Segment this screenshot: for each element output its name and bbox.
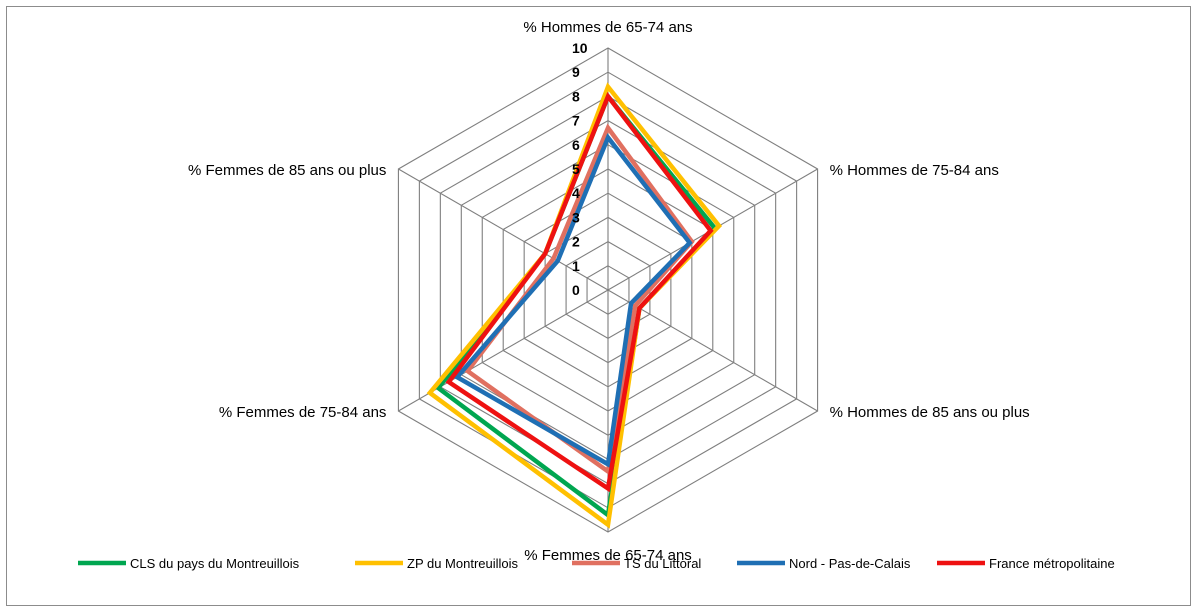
spoke — [607, 289, 818, 412]
legend-label: CLS du pays du Montreuillois — [130, 556, 300, 571]
tick-label: 8 — [572, 88, 580, 104]
tick-label: 2 — [572, 234, 580, 250]
series-line-1 — [435, 92, 718, 520]
axis-label: % Hommes de 65-74 ans — [523, 19, 692, 36]
tick-label: 6 — [572, 137, 580, 153]
axis-label: % Femmes de 65-74 ans — [524, 547, 692, 564]
spoke — [398, 168, 609, 291]
legend-label: Nord - Pas-de-Calais — [789, 556, 911, 571]
legend-label: ZP du Montreuillois — [407, 556, 519, 571]
series-line-5 — [445, 91, 714, 493]
axis-label: % Hommes de 75-84 ans — [830, 162, 999, 179]
tick-label: 7 — [572, 113, 580, 129]
axis-labels: % Hommes de 65-74 ans % Hommes de 75-84 a… — [188, 19, 1030, 564]
tick-label: 9 — [572, 64, 580, 80]
tick-label: 0 — [572, 282, 580, 298]
tick-label: 10 — [572, 40, 588, 56]
legend: CLS du pays du Montreuillois ZP du Montre… — [78, 556, 1115, 571]
legend-label: TS du Littoral — [624, 556, 701, 571]
series-line-3 — [464, 123, 695, 476]
series-line-4 — [453, 133, 693, 468]
axis-label: % Femmes de 75-84 ans — [219, 404, 387, 421]
radial-tick-labels: 0 1 2 3 4 5 6 7 8 9 10 — [572, 40, 588, 298]
tick-label: 1 — [572, 258, 580, 274]
tick-label: 5 — [572, 161, 580, 177]
radar-spokes — [398, 48, 818, 532]
tick-label: 4 — [572, 185, 580, 201]
axis-label: % Femmes de 85 ans ou plus — [188, 162, 386, 179]
tick-label: 3 — [572, 209, 580, 225]
axis-label: % Hommes de 85 ans ou plus — [830, 404, 1030, 421]
legend-label: France métropolitaine — [989, 556, 1115, 571]
radar-series — [426, 82, 723, 529]
